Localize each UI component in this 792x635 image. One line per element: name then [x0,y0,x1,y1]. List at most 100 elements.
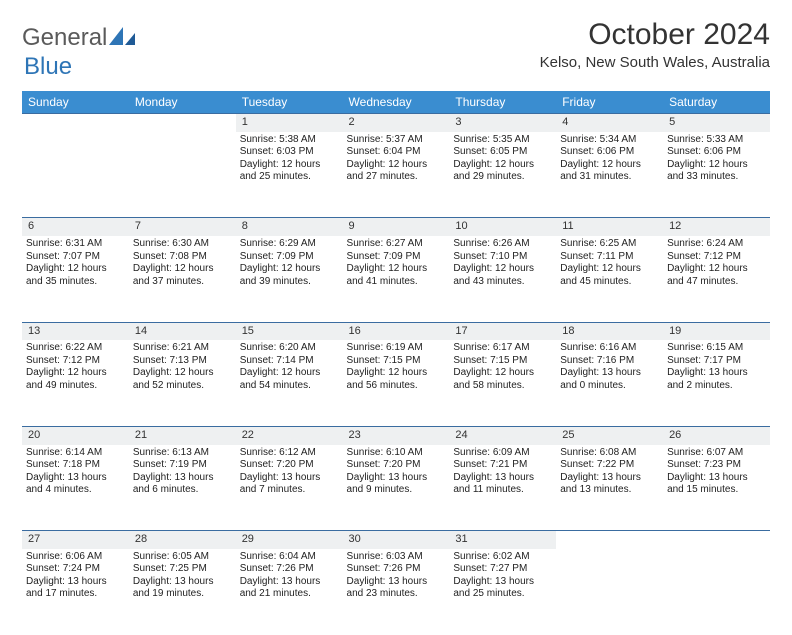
day-number: 5 [663,114,770,132]
d1-text: Daylight: 12 hours [26,263,125,276]
d2-text: and 33 minutes. [667,171,766,184]
d2-text: and 43 minutes. [453,276,552,289]
d1-text: Daylight: 13 hours [453,576,552,589]
d2-text: and 54 minutes. [240,380,339,393]
weekday-header: Tuesday [236,91,343,114]
sunrise-text: Sunrise: 5:37 AM [347,134,446,147]
d1-text: Daylight: 13 hours [667,367,766,380]
sunset-text: Sunset: 7:12 PM [667,251,766,264]
sunrise-text: Sunrise: 6:26 AM [453,238,552,251]
d2-text: and 7 minutes. [240,484,339,497]
d2-text: and 23 minutes. [347,588,446,601]
day-number: 27 [22,531,129,549]
day-cell: Sunrise: 6:16 AMSunset: 7:16 PMDaylight:… [556,340,663,426]
d2-text: and 49 minutes. [26,380,125,393]
sunset-text: Sunset: 7:10 PM [453,251,552,264]
day-cell: Sunrise: 6:02 AMSunset: 7:27 PMDaylight:… [449,549,556,635]
day-cell: Sunrise: 6:27 AMSunset: 7:09 PMDaylight:… [343,236,450,322]
day-cell: Sunrise: 6:19 AMSunset: 7:15 PMDaylight:… [343,340,450,426]
sunset-text: Sunset: 6:04 PM [347,146,446,159]
day-number: 20 [22,426,129,444]
weekday-header: Saturday [663,91,770,114]
day-number: 21 [129,426,236,444]
sunset-text: Sunset: 6:03 PM [240,146,339,159]
day-number: 7 [129,218,236,236]
sunset-text: Sunset: 7:12 PM [26,355,125,368]
day-number [129,114,236,132]
sunrise-text: Sunrise: 6:31 AM [26,238,125,251]
day-number: 6 [22,218,129,236]
d2-text: and 31 minutes. [560,171,659,184]
d1-text: Daylight: 13 hours [240,472,339,485]
day-cell: Sunrise: 6:29 AMSunset: 7:09 PMDaylight:… [236,236,343,322]
d2-text: and 4 minutes. [26,484,125,497]
day-number: 31 [449,531,556,549]
day-cell: Sunrise: 6:20 AMSunset: 7:14 PMDaylight:… [236,340,343,426]
day-number: 3 [449,114,556,132]
d1-text: Daylight: 12 hours [667,159,766,172]
day-number: 22 [236,426,343,444]
sunrise-text: Sunrise: 6:25 AM [560,238,659,251]
day-cell: Sunrise: 6:14 AMSunset: 7:18 PMDaylight:… [22,445,129,531]
d1-text: Daylight: 12 hours [560,263,659,276]
sunset-text: Sunset: 6:06 PM [560,146,659,159]
daynum-row: 12345 [22,114,770,132]
logo-sail-icon [109,27,135,50]
sunrise-text: Sunrise: 6:19 AM [347,342,446,355]
d2-text: and 35 minutes. [26,276,125,289]
weekday-header: Friday [556,91,663,114]
sunset-text: Sunset: 7:27 PM [453,563,552,576]
sunrise-text: Sunrise: 6:10 AM [347,447,446,460]
sunset-text: Sunset: 7:24 PM [26,563,125,576]
day-number: 29 [236,531,343,549]
weekday-header: Monday [129,91,236,114]
sunset-text: Sunset: 7:16 PM [560,355,659,368]
day-number [556,531,663,549]
d2-text: and 39 minutes. [240,276,339,289]
day-cell [22,132,129,218]
sunrise-text: Sunrise: 6:03 AM [347,551,446,564]
day-cell: Sunrise: 6:12 AMSunset: 7:20 PMDaylight:… [236,445,343,531]
month-title: October 2024 [540,18,770,52]
location-label: Kelso, New South Wales, Australia [540,54,770,71]
d1-text: Daylight: 12 hours [240,367,339,380]
d1-text: Daylight: 13 hours [453,472,552,485]
data-row: Sunrise: 6:31 AMSunset: 7:07 PMDaylight:… [22,236,770,322]
weekday-header-row: Sunday Monday Tuesday Wednesday Thursday… [22,91,770,114]
sunset-text: Sunset: 7:14 PM [240,355,339,368]
d2-text: and 25 minutes. [240,171,339,184]
d1-text: Daylight: 12 hours [667,263,766,276]
sunrise-text: Sunrise: 6:21 AM [133,342,232,355]
day-cell: Sunrise: 5:33 AMSunset: 6:06 PMDaylight:… [663,132,770,218]
weekday-header: Thursday [449,91,556,114]
sunset-text: Sunset: 7:21 PM [453,459,552,472]
d1-text: Daylight: 13 hours [667,472,766,485]
day-cell: Sunrise: 6:24 AMSunset: 7:12 PMDaylight:… [663,236,770,322]
data-row: Sunrise: 6:14 AMSunset: 7:18 PMDaylight:… [22,445,770,531]
day-cell [663,549,770,635]
d2-text: and 52 minutes. [133,380,232,393]
sunset-text: Sunset: 7:15 PM [347,355,446,368]
daynum-row: 13141516171819 [22,322,770,340]
d2-text: and 11 minutes. [453,484,552,497]
day-number: 12 [663,218,770,236]
day-number: 8 [236,218,343,236]
day-cell: Sunrise: 6:10 AMSunset: 7:20 PMDaylight:… [343,445,450,531]
day-cell: Sunrise: 6:04 AMSunset: 7:26 PMDaylight:… [236,549,343,635]
day-number: 30 [343,531,450,549]
day-cell: Sunrise: 6:03 AMSunset: 7:26 PMDaylight:… [343,549,450,635]
day-cell [556,549,663,635]
day-number: 4 [556,114,663,132]
day-number [663,531,770,549]
sunrise-text: Sunrise: 6:04 AM [240,551,339,564]
weekday-header: Sunday [22,91,129,114]
day-number: 11 [556,218,663,236]
day-cell: Sunrise: 6:15 AMSunset: 7:17 PMDaylight:… [663,340,770,426]
d2-text: and 2 minutes. [667,380,766,393]
logo-text-general: General [22,24,107,52]
d1-text: Daylight: 12 hours [26,367,125,380]
sunrise-text: Sunrise: 6:14 AM [26,447,125,460]
d2-text: and 15 minutes. [667,484,766,497]
day-cell: Sunrise: 5:38 AMSunset: 6:03 PMDaylight:… [236,132,343,218]
d1-text: Daylight: 13 hours [26,576,125,589]
